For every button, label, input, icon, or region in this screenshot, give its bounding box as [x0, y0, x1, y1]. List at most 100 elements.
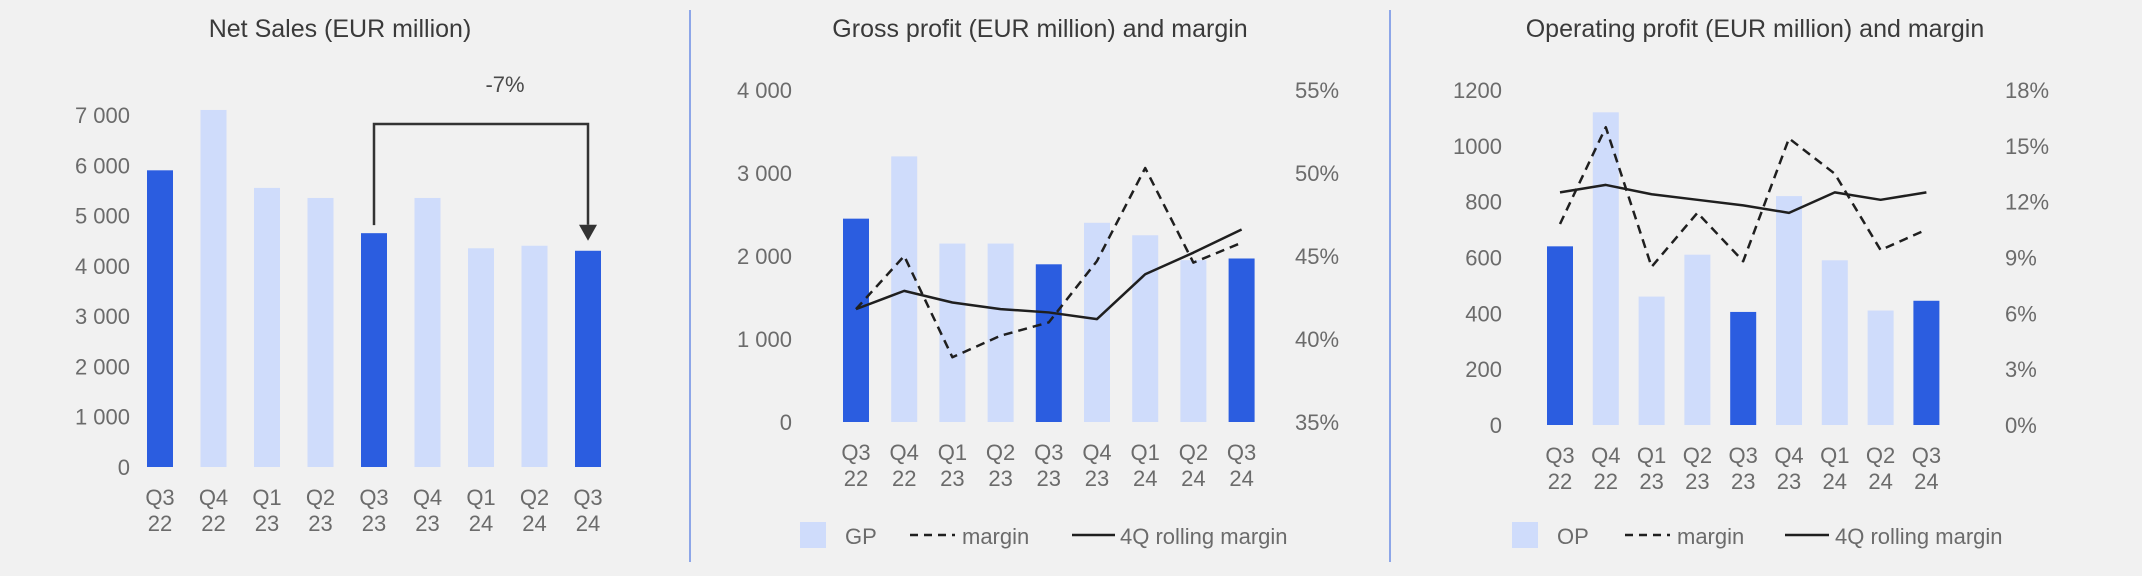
- legend-label-margin: margin: [962, 524, 1029, 549]
- x-tick-label: 23: [1639, 469, 1663, 494]
- y-tick-label: 3 000: [737, 161, 792, 186]
- x-tick-label: 22: [844, 466, 868, 491]
- net-sales-y-axis: 0 1 000 2 000 3 000 4 000 5 000 6 000 7 000: [75, 103, 130, 480]
- change-bracket: [372, 122, 590, 226]
- rolling-margin-line: [1559, 183, 1927, 215]
- x-tick-label: Q1: [1131, 440, 1160, 465]
- legend-label-op: OP: [1557, 524, 1589, 549]
- bar: [521, 245, 548, 467]
- y-right-tick-label: 0%: [2005, 413, 2037, 438]
- legend-label-rolling-margin: 4Q rolling margin: [1835, 524, 2003, 549]
- x-tick-label: 24: [1868, 469, 1892, 494]
- bar: [414, 197, 441, 467]
- y-right-tick-label: 45%: [1295, 244, 1339, 269]
- x-tick-label: Q2: [1866, 443, 1895, 468]
- x-tick-label: 22: [148, 511, 172, 536]
- gross-profit-legend: GP margin 4Q rolling margin: [800, 522, 1288, 549]
- x-tick-label: 23: [1685, 469, 1709, 494]
- bar: [1592, 112, 1619, 425]
- x-tick-label: Q3: [359, 485, 388, 510]
- x-tick-label: Q1: [938, 440, 967, 465]
- x-tick-label: 23: [1731, 469, 1755, 494]
- x-tick-label: 23: [1037, 466, 1061, 491]
- bar: [891, 156, 918, 422]
- bar: [1638, 296, 1665, 425]
- bar: [1913, 300, 1940, 425]
- bar: [147, 170, 173, 468]
- y-tick-label: 1 000: [737, 327, 792, 352]
- y-tick-label: 5 000: [75, 204, 130, 229]
- bar: [1730, 311, 1757, 425]
- y-right-tick-label: 9%: [2005, 246, 2037, 271]
- bar: [1821, 260, 1848, 425]
- x-tick-label: Q4: [890, 440, 919, 465]
- bar: [1547, 246, 1573, 425]
- legend-swatch-op: [1512, 522, 1538, 548]
- x-tick-label: Q2: [1683, 443, 1712, 468]
- operating-profit-chart: Operating profit (EUR million) and margi…: [1453, 15, 2049, 549]
- x-tick-label: 23: [940, 466, 964, 491]
- bar: [843, 218, 869, 422]
- x-tick-label: 24: [1823, 469, 1847, 494]
- y-tick-label: 7 000: [75, 103, 130, 128]
- y-tick-label: 1200: [1453, 78, 1502, 103]
- margin-line: [1558, 125, 1927, 269]
- x-tick-label: Q1: [1637, 443, 1666, 468]
- gross-profit-bars: [843, 156, 1255, 422]
- x-tick-label: Q4: [1774, 443, 1803, 468]
- y-tick-label: 600: [1465, 246, 1502, 271]
- x-tick-label: 23: [1085, 466, 1109, 491]
- x-tick-label: 23: [1777, 469, 1801, 494]
- x-tick-label: Q4: [1591, 443, 1620, 468]
- x-tick-label: Q1: [252, 485, 281, 510]
- x-tick-label: Q4: [1082, 440, 1111, 465]
- x-tick-label: 24: [522, 511, 546, 536]
- operating-profit-title: Operating profit (EUR million) and margi…: [1526, 15, 1985, 43]
- bar: [468, 248, 494, 467]
- operating-profit-margin-lines: [1558, 125, 1927, 269]
- y-tick-label: 0: [118, 455, 130, 480]
- operating-profit-bars: [1547, 112, 1940, 425]
- legend-swatch-gp: [800, 522, 826, 548]
- y-tick-label: 2 000: [737, 244, 792, 269]
- bar: [361, 233, 387, 467]
- legend-label-rolling-margin: 4Q rolling margin: [1120, 524, 1288, 549]
- x-tick-label: Q3: [841, 440, 870, 465]
- x-tick-label: 22: [1548, 469, 1572, 494]
- y-tick-label: 4 000: [75, 254, 130, 279]
- y-tick-label: 1000: [1453, 134, 1502, 159]
- x-tick-label: 23: [415, 511, 439, 536]
- y-tick-label: 800: [1465, 190, 1502, 215]
- y-tick-label: 6 000: [75, 153, 130, 178]
- x-tick-label: Q4: [413, 485, 442, 510]
- rolling-margin-line: [855, 228, 1243, 321]
- x-tick-label: Q3: [1912, 443, 1941, 468]
- gross-profit-chart: Gross profit (EUR million) and margin 0 1…: [737, 15, 1339, 549]
- gross-profit-y-axis-left: 0 1 000 2 000 3 000 4 000: [737, 78, 792, 435]
- x-tick-label: Q4: [199, 485, 228, 510]
- net-sales-chart: Net Sales (EUR million) 0 1 000 2 000 3 000…: [75, 15, 603, 536]
- operating-profit-y-axis-left: 0 200 400 600 800 1000 1200: [1453, 78, 1502, 438]
- y-right-tick-label: 3%: [2005, 357, 2037, 382]
- x-tick-label: Q2: [1179, 440, 1208, 465]
- y-right-tick-label: 15%: [2005, 134, 2049, 159]
- net-sales-title: Net Sales (EUR million): [209, 15, 472, 43]
- bar: [1776, 196, 1802, 425]
- legend-label-margin: margin: [1677, 524, 1744, 549]
- change-arrowhead: [579, 224, 597, 241]
- bar: [1180, 260, 1207, 422]
- x-tick-label: Q3: [1227, 440, 1256, 465]
- y-tick-label: 0: [1490, 413, 1502, 438]
- bar: [254, 187, 280, 467]
- bar: [1035, 264, 1062, 422]
- y-right-tick-label: 35%: [1295, 410, 1339, 435]
- bar: [939, 243, 966, 422]
- x-tick-label: 22: [1594, 469, 1618, 494]
- x-tick-label: Q3: [573, 485, 602, 510]
- x-tick-label: 22: [892, 466, 916, 491]
- x-tick-label: Q3: [1545, 443, 1574, 468]
- x-tick-label: Q3: [145, 485, 174, 510]
- y-tick-label: 0: [780, 410, 792, 435]
